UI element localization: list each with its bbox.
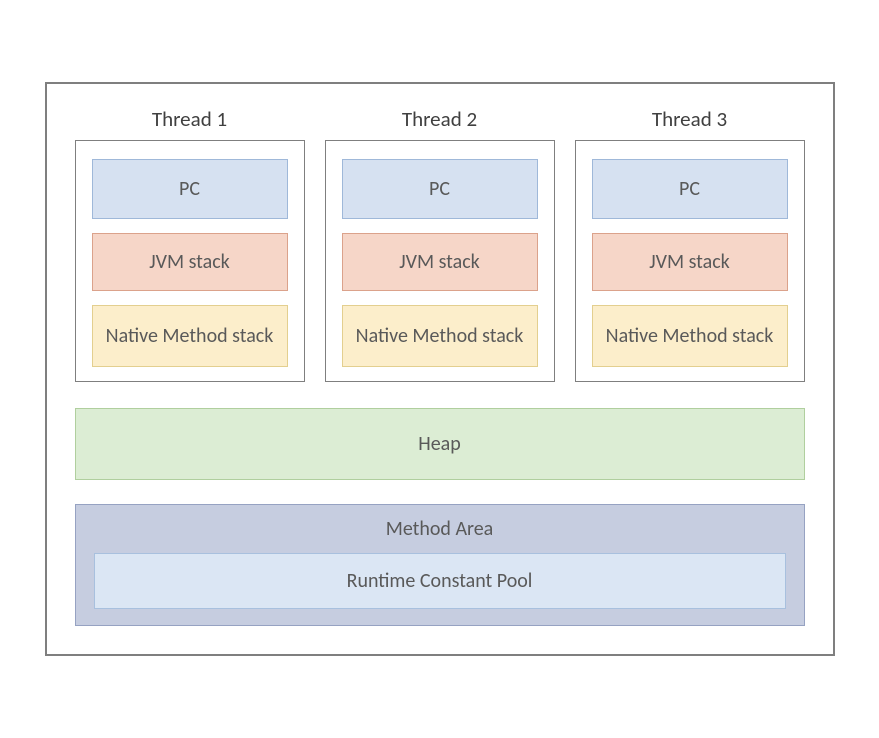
heap-block: Heap — [75, 408, 805, 480]
jvm-memory-diagram: Thread 1 PC JVM stack Native Method stac… — [45, 82, 835, 656]
thread-box: PC JVM stack Native Method stack — [75, 140, 305, 382]
jvm-stack-block: JVM stack — [342, 233, 538, 291]
method-area-block: Method Area Runtime Constant Pool — [75, 504, 805, 626]
pc-block: PC — [592, 159, 788, 219]
thread-column-3: Thread 3 PC JVM stack Native Method stac… — [575, 106, 805, 382]
thread-column-1: Thread 1 PC JVM stack Native Method stac… — [75, 106, 305, 382]
jvm-stack-block: JVM stack — [92, 233, 288, 291]
native-method-stack-block: Native Method stack — [92, 305, 288, 367]
native-method-stack-block: Native Method stack — [592, 305, 788, 367]
pc-block: PC — [342, 159, 538, 219]
jvm-stack-block: JVM stack — [592, 233, 788, 291]
runtime-constant-pool-block: Runtime Constant Pool — [94, 553, 786, 609]
thread-title: Thread 1 — [152, 106, 227, 132]
thread-title: Thread 2 — [402, 106, 477, 132]
method-area-label: Method Area — [386, 517, 494, 541]
thread-box: PC JVM stack Native Method stack — [575, 140, 805, 382]
threads-row: Thread 1 PC JVM stack Native Method stac… — [75, 106, 805, 382]
thread-column-2: Thread 2 PC JVM stack Native Method stac… — [325, 106, 555, 382]
thread-title: Thread 3 — [652, 106, 727, 132]
thread-box: PC JVM stack Native Method stack — [325, 140, 555, 382]
native-method-stack-block: Native Method stack — [342, 305, 538, 367]
pc-block: PC — [92, 159, 288, 219]
